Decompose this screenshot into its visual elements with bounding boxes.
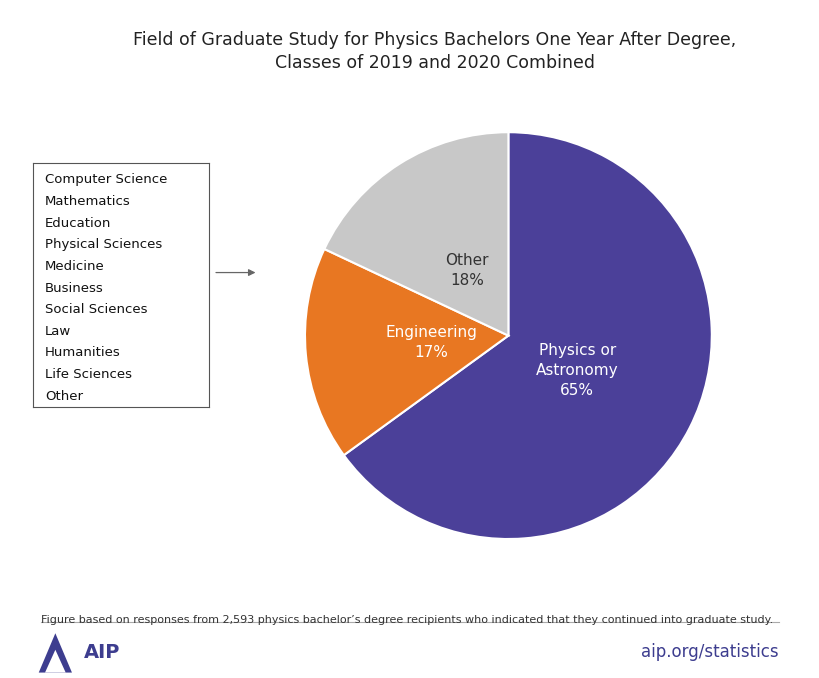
Text: Other
18%: Other 18% [445,253,488,287]
Text: Social Sciences: Social Sciences [45,303,147,316]
Text: Field of Graduate Study for Physics Bachelors One Year After Degree,
Classes of : Field of Graduate Study for Physics Bach… [133,31,735,72]
Wedge shape [305,249,508,455]
Text: Mathematics: Mathematics [45,195,131,208]
Wedge shape [343,132,711,539]
Wedge shape [324,132,508,336]
Text: aip.org/statistics: aip.org/statistics [640,643,778,661]
Text: Figure based on responses from 2,593 physics bachelor’s degree recipients who in: Figure based on responses from 2,593 phy… [41,615,772,625]
Text: Humanities: Humanities [45,346,120,359]
Text: Education: Education [45,217,111,230]
Text: Other: Other [45,389,83,403]
Text: Life Sciences: Life Sciences [45,368,132,381]
Text: AIP: AIP [84,643,120,662]
Polygon shape [45,650,66,673]
Text: Medicine: Medicine [45,260,105,273]
Text: Law: Law [45,325,71,338]
Text: Engineering
17%: Engineering 17% [385,325,477,360]
Polygon shape [38,633,72,673]
Text: Physical Sciences: Physical Sciences [45,238,162,252]
Text: Computer Science: Computer Science [45,174,167,186]
Text: Physics or
Astronomy
65%: Physics or Astronomy 65% [536,343,618,398]
Text: Business: Business [45,281,104,294]
